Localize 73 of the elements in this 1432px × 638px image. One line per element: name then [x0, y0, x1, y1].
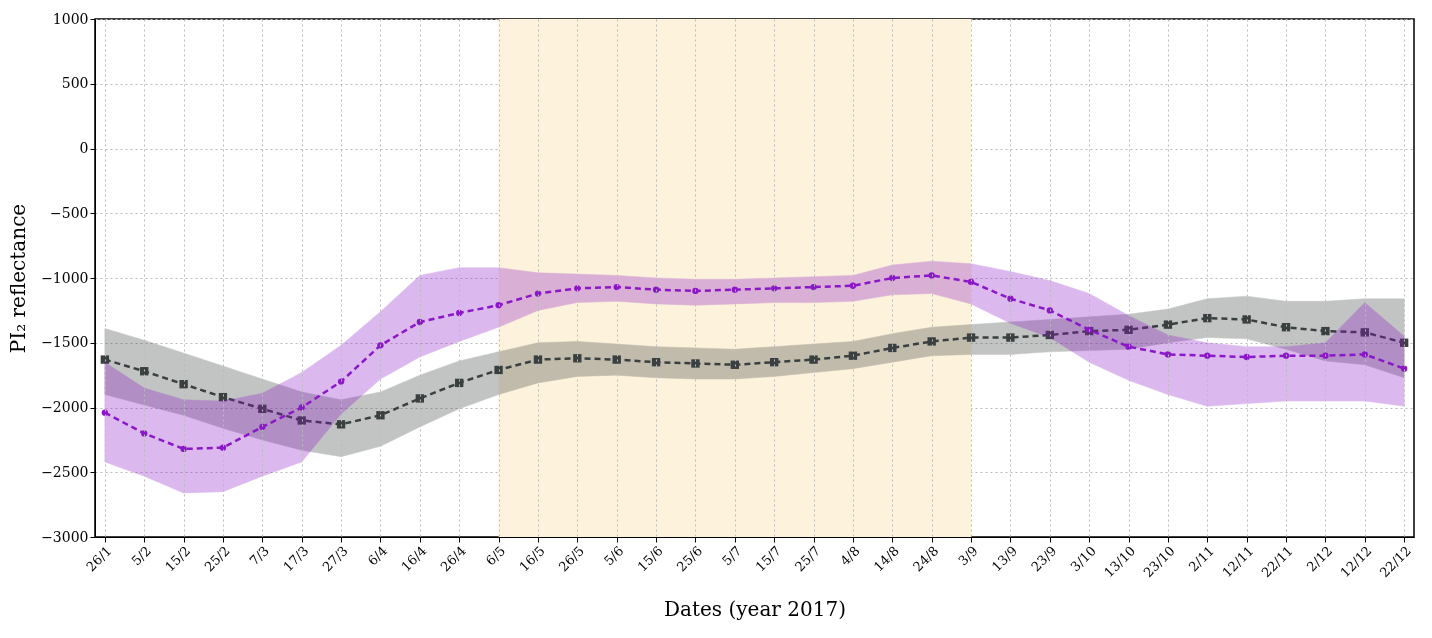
point [533, 355, 543, 364]
point [495, 302, 502, 309]
point [927, 337, 936, 346]
point [416, 318, 423, 326]
point [613, 283, 620, 291]
y-tick-label: −2500 [41, 463, 89, 480]
point [1400, 365, 1408, 372]
point [966, 333, 976, 342]
point [692, 287, 699, 295]
y-tick-label: 0 [79, 140, 89, 156]
point [1124, 325, 1133, 334]
x-tick-label: 6/5 [482, 543, 509, 569]
point [219, 444, 227, 451]
x-tick-label: 7/3 [246, 543, 273, 569]
point [258, 404, 267, 413]
point [1006, 333, 1015, 342]
point [377, 342, 384, 349]
point [1282, 352, 1290, 359]
point [179, 380, 188, 389]
x-axis-title: Dates (year 2017) [664, 597, 846, 622]
point [101, 409, 109, 416]
point [297, 416, 306, 425]
point [967, 278, 975, 286]
point [376, 411, 385, 420]
y-tick-label: 1000 [52, 10, 89, 27]
point [771, 285, 778, 292]
point [1046, 307, 1053, 314]
point [1007, 295, 1014, 302]
x-tick-label: 5/7 [719, 543, 745, 569]
point [298, 404, 305, 411]
point [1243, 353, 1250, 361]
point [573, 354, 582, 363]
point [336, 420, 346, 429]
point [337, 378, 345, 385]
point [889, 274, 896, 282]
point [652, 286, 660, 293]
y-tick-label: 500 [61, 75, 89, 92]
x-tick-label: 3/9 [955, 543, 981, 569]
point [1322, 352, 1329, 359]
point [1163, 320, 1173, 329]
point [1242, 315, 1251, 324]
point [849, 282, 857, 289]
point [731, 286, 738, 293]
point [574, 285, 581, 292]
point [141, 430, 148, 437]
point [1164, 351, 1172, 358]
y-tick-label: −1500 [41, 334, 89, 351]
x-tick-label: 5/6 [600, 543, 627, 569]
y-tick-label: −1000 [41, 269, 89, 286]
y-tick-label: −3000 [41, 528, 89, 545]
y-axis-title: PI₂ reflectance [6, 203, 31, 354]
point [810, 283, 817, 291]
y-tick-label: −2000 [41, 399, 89, 415]
point [415, 394, 425, 403]
point [456, 309, 463, 317]
point [1361, 351, 1368, 358]
point [1360, 328, 1369, 337]
point [494, 365, 503, 375]
point [1321, 326, 1330, 336]
point [100, 355, 110, 364]
x-tick-label: 5/2 [128, 543, 154, 569]
point [534, 290, 542, 297]
point [809, 355, 818, 364]
x-tick-label: 6/4 [364, 543, 391, 569]
point [1204, 352, 1211, 359]
point [612, 355, 621, 364]
point [180, 445, 187, 453]
point [691, 359, 700, 368]
point [928, 272, 935, 279]
point [1125, 343, 1132, 350]
x-tick-label: 4/8 [837, 543, 863, 569]
point [259, 423, 266, 431]
y-tick-label: −500 [50, 204, 89, 221]
